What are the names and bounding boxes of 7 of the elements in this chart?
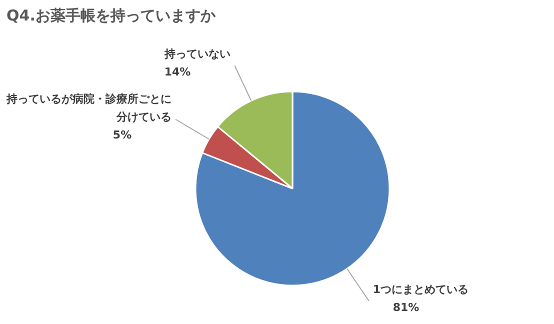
slice-label: 持っているが病院・診療所ごとに分けている [6,92,172,124]
slice-label: 1つにまとめている [372,282,468,296]
slice-label: 持っていない [164,48,231,61]
chart-title: Q4.お薬手帳を持っていますか [6,6,216,24]
data-label: 81% [392,300,420,314]
data-label: 14% [164,66,191,79]
data-label: 5% [112,128,132,142]
